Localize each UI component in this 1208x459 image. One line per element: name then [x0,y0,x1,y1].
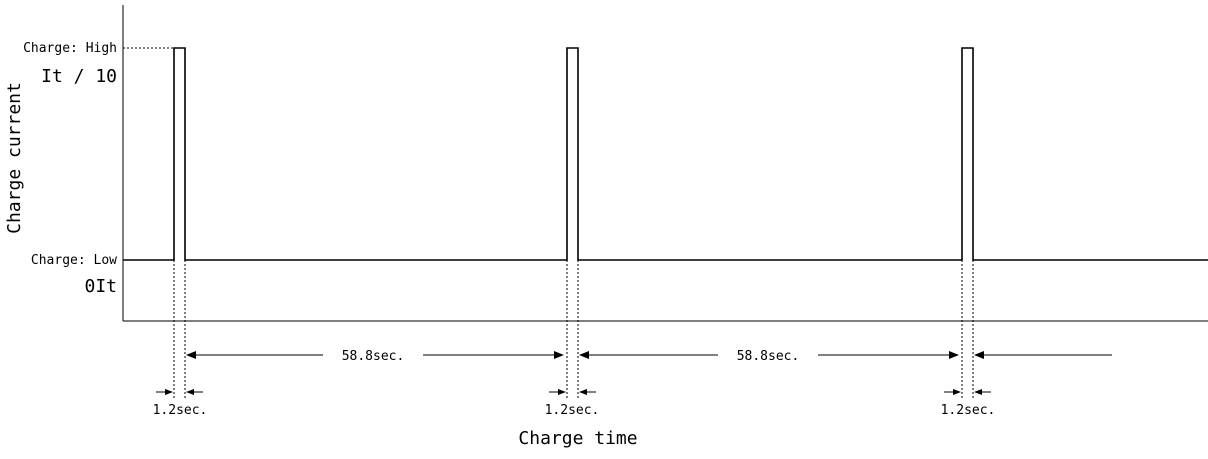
interval-arrow-2 [579,351,959,359]
interval-arrow-1 [186,351,564,359]
pulse-edge-guides [173,260,974,398]
interval-label-1: 58.8sec. [342,349,405,364]
y-axis-title: Charge current [4,82,25,234]
low-label: Charge: Low [31,253,117,268]
pulse-width-label-2: 1.2sec. [545,403,600,418]
pulse-width-arrows-3 [944,389,991,395]
pulse-width-label-3: 1.2sec. [941,403,996,418]
interval-arrow-3 [974,351,1112,359]
x-axis-title: Charge time [518,428,637,449]
charge-current-waveform [123,47,1208,261]
high-value: It / 10 [41,66,117,87]
interval-label-2: 58.8sec. [737,349,800,364]
pulse-width-label-1: 1.2sec. [153,403,208,418]
low-value: 0It [84,276,117,297]
high-label: Charge: High [23,41,117,56]
pulse-width-arrows-2 [549,389,596,395]
pulse-width-arrows-1 [156,389,203,395]
